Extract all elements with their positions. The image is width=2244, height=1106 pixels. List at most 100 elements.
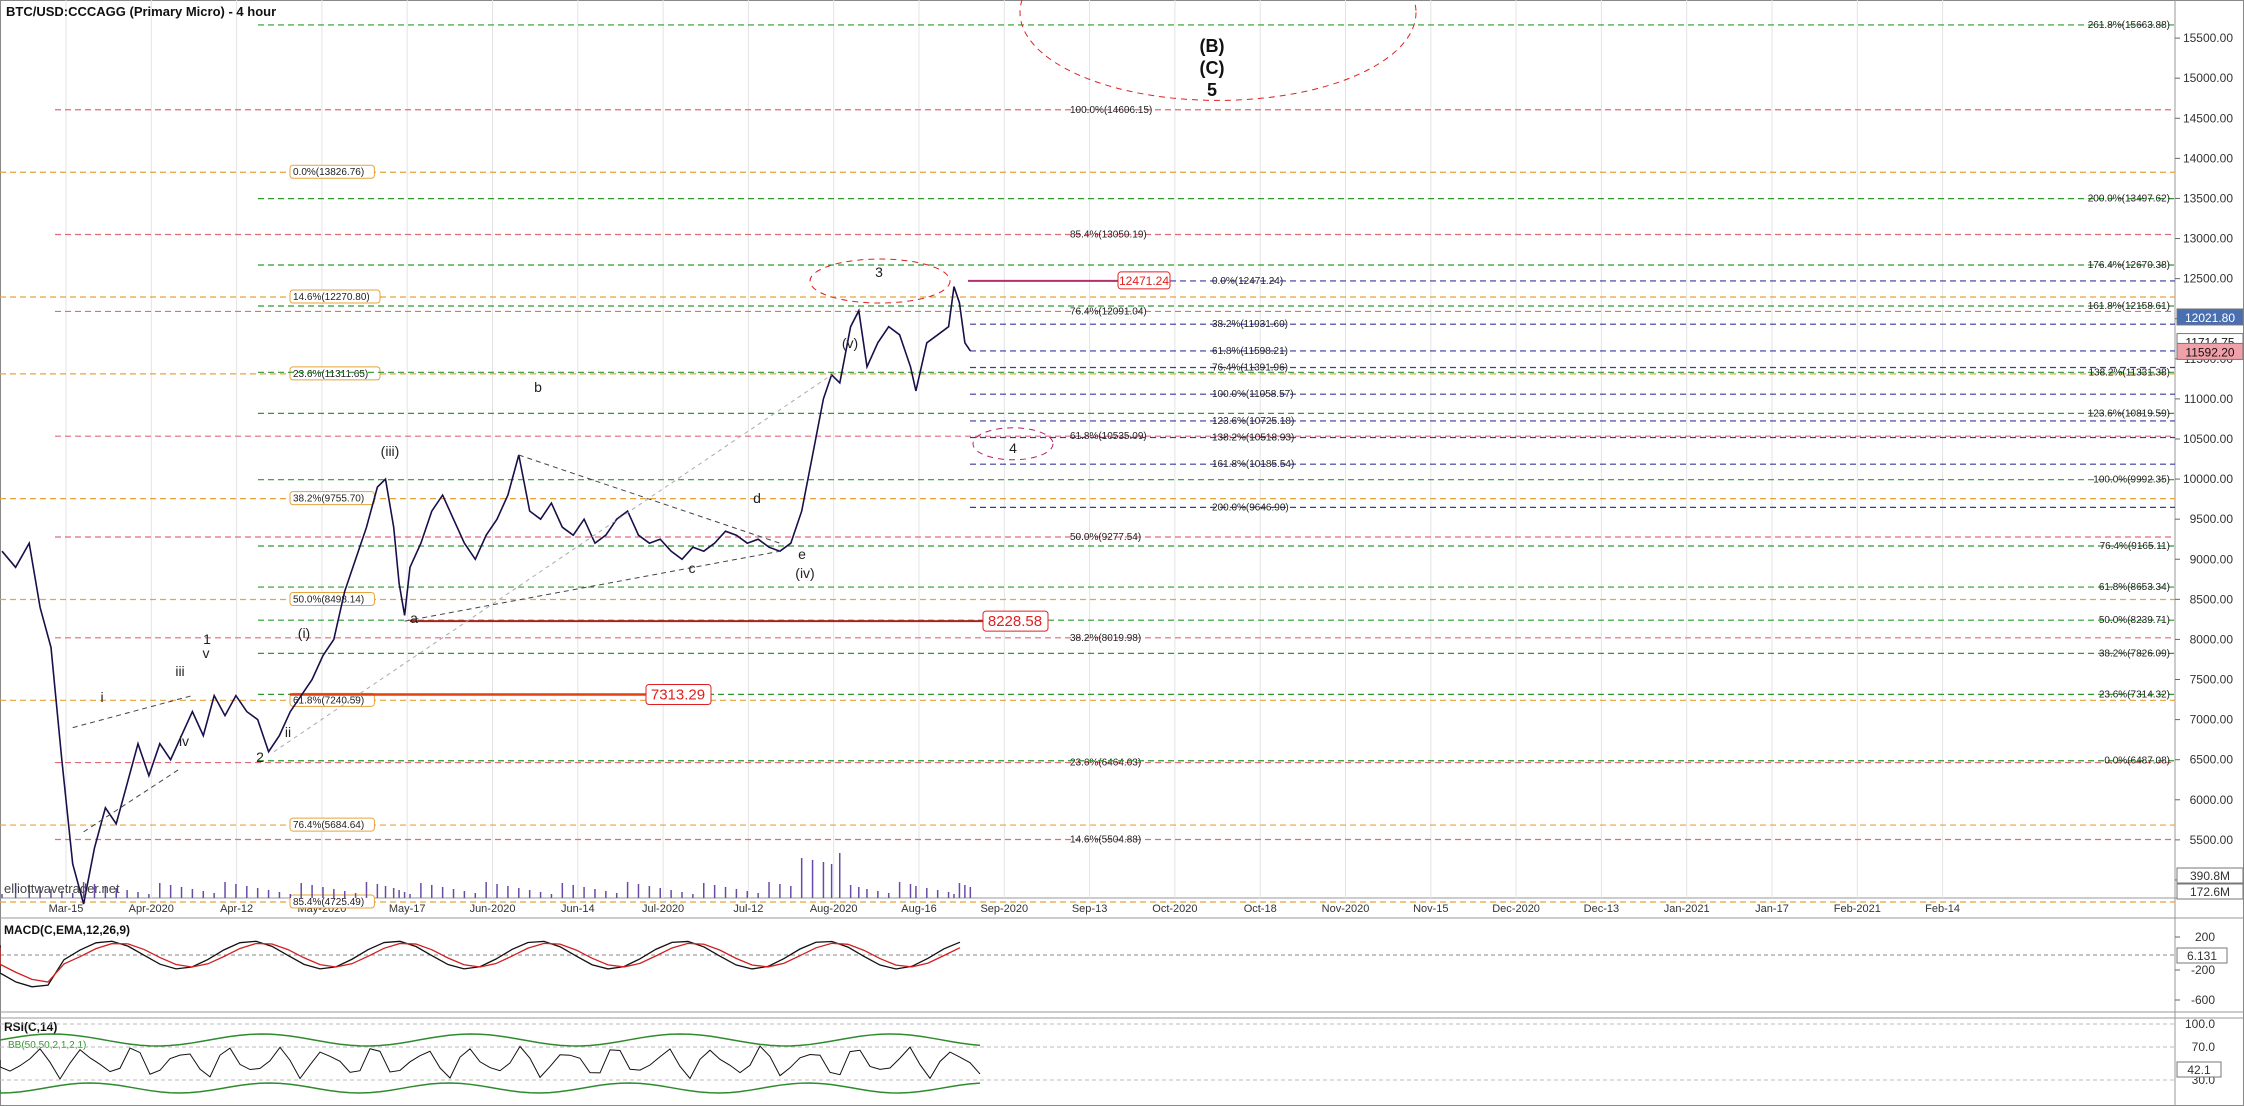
channel-line-upper	[72, 695, 193, 729]
x-tick-label: Sep-13	[1072, 903, 1107, 915]
fib-label-green: 138.2%(11331.38)	[2088, 367, 2170, 378]
fib-label-green: 176.4%(12670.38)	[2088, 260, 2170, 271]
fib-label-orange-box	[289, 591, 375, 606]
fib-label-green: 38.2%(7826.09)	[2099, 648, 2170, 659]
wave-label: iv	[179, 733, 189, 749]
wave-label: b	[534, 379, 542, 395]
fib-label-blue: 161.8%(10185.54)	[1212, 459, 1294, 470]
y-tick-label: 12500.00	[2183, 272, 2233, 286]
target-ellipse-c	[1019, 0, 1417, 101]
y-tick-label: 8000.00	[2190, 632, 2234, 646]
fib-label-pink: 100.0%(14606.15)	[1070, 105, 1152, 116]
x-tick-label: Sep-2020	[980, 903, 1028, 915]
wave-label: c	[689, 560, 696, 576]
fib-label-orange: 61.8%(7240.59)	[293, 695, 364, 706]
x-tick-label: May-17	[389, 903, 426, 915]
macd-signal-line	[0, 942, 961, 983]
wave-label: 5	[1207, 80, 1217, 100]
wave-label: ii	[285, 724, 291, 740]
wave-label: (iv)	[795, 565, 814, 581]
y-tick-label: 15500.00	[2183, 31, 2233, 45]
wave-label: (C)	[1200, 58, 1225, 78]
volume-tag-box	[2176, 867, 2244, 884]
wave-label: 4	[1009, 440, 1017, 456]
target-ellipse-3	[809, 258, 951, 304]
fib-label-green: 161.8%(12158.61)	[2088, 301, 2170, 312]
fib-label-orange: 76.4%(5684.64)	[293, 820, 364, 831]
rsi-tag: 42.1	[2187, 1063, 2211, 1077]
fib-label-pink: 61.8%(10535.09)	[1070, 431, 1147, 442]
y-tick-label: 13000.00	[2183, 232, 2233, 246]
rsi-band-lower	[0, 1082, 981, 1094]
fib-label-blue: 38.2%(11931.60)	[1212, 319, 1288, 330]
x-tick-label: Jun-14	[561, 903, 595, 915]
rsi-label: RSI(C,14)	[4, 1020, 57, 1034]
y-tick-label: 11000.00	[2184, 392, 2233, 406]
wave-label: v	[203, 645, 210, 661]
fib-label-orange: 85.4%(4725.49)	[293, 897, 364, 908]
fib-label-blue: 138.2%(10518.93)	[1212, 432, 1294, 443]
wave-label: 3	[875, 264, 883, 280]
y-tick-label: 10500.00	[2183, 432, 2233, 446]
macd-tag-box	[2176, 947, 2228, 964]
fib-label-green: 0.0%(6487.08)	[2104, 756, 2170, 767]
price-tag: 12021.80	[2185, 311, 2235, 325]
wave-label: a	[410, 610, 418, 626]
level-tag-8228: 8228.58	[988, 613, 1042, 630]
macd-tick-label: -600	[2191, 993, 2215, 1007]
wave-label: 2	[256, 749, 264, 765]
fib-label-orange-box	[289, 894, 375, 909]
trend-line	[273, 374, 832, 753]
fib-label-green: 61.8%(8653.34)	[2099, 582, 2170, 593]
fib-label-blue: 200.0%(9646.90)	[1212, 502, 1289, 513]
fib-label-pink: 23.6%(6464.03)	[1070, 758, 1141, 769]
channel-line-lower	[83, 767, 182, 833]
x-tick-label: Nov-2020	[1322, 903, 1370, 915]
macd-tag: 6.131	[2187, 949, 2217, 963]
fib-label-green: 76.4%(9165.11)	[2100, 541, 2170, 552]
rsi-tick-label: 70.0	[2192, 1040, 2216, 1054]
wave-label: (B)	[1200, 36, 1225, 56]
x-tick-label: Nov-15	[1413, 903, 1448, 915]
wave-label: (v)	[842, 335, 858, 351]
level-tag-12471: 12471.24	[1119, 274, 1169, 288]
macd-label: MACD(C,EMA,12,26,9)	[4, 923, 130, 937]
x-tick-label: Feb-14	[1925, 903, 1960, 915]
fib-label-orange-box	[289, 164, 375, 179]
volume-tag: 172.6M	[2190, 885, 2230, 899]
x-tick-label: Jul-12	[733, 903, 763, 915]
y-tick-label: 10000.00	[2183, 472, 2233, 486]
fib-label-green: 50.0%(8239.71)	[2099, 615, 2170, 626]
price-tag-box	[2176, 342, 2244, 360]
fib-label-blue: 0.0%(12471.24)	[1212, 276, 1283, 287]
rsi-band-upper	[0, 1033, 981, 1047]
x-tick-label: Oct-18	[1244, 903, 1277, 915]
fib-label-orange: 38.2%(9755.70)	[293, 494, 364, 505]
rsi-tick-label: 100.0	[2185, 1017, 2215, 1031]
volume-tag: 390.8M	[2190, 869, 2230, 883]
y-tick-label: 5500.00	[2190, 833, 2234, 847]
chart-title: BTC/USD:CCCAGG (Primary Micro) - 4 hour	[6, 4, 276, 19]
y-tick-label: 14500.00	[2183, 111, 2233, 125]
wave-label: 1	[203, 631, 211, 647]
fib-label-orange-box	[289, 817, 375, 832]
x-tick-label: Jul-2020	[642, 903, 684, 915]
level-tag-7313-box	[645, 683, 712, 705]
macd-line	[0, 940, 961, 988]
rsi-tag-box	[2176, 1061, 2222, 1078]
x-tick-label: Aug-16	[901, 903, 936, 915]
x-tick-label: Jan-17	[1755, 903, 1789, 915]
y-tick-label: 6000.00	[2190, 793, 2234, 807]
target-ellipse-4	[972, 427, 1054, 461]
x-tick-label: Jun-2020	[470, 903, 516, 915]
x-tick-label: Dec-2020	[1492, 903, 1540, 915]
fib-label-pink: 38.2%(8019.98)	[1070, 633, 1141, 644]
x-tick-label: Apr-12	[220, 903, 253, 915]
x-tick-label: Apr-2020	[129, 903, 174, 915]
fib-label-orange: 50.0%(8498.14)	[293, 594, 364, 605]
wave-label: (iii)	[381, 443, 400, 459]
price-tag-box	[2176, 308, 2244, 326]
fib-label-pink: 76.4%(12091.04)	[1070, 306, 1147, 317]
fib-label-pink: 85.4%(13050.19)	[1070, 230, 1147, 241]
